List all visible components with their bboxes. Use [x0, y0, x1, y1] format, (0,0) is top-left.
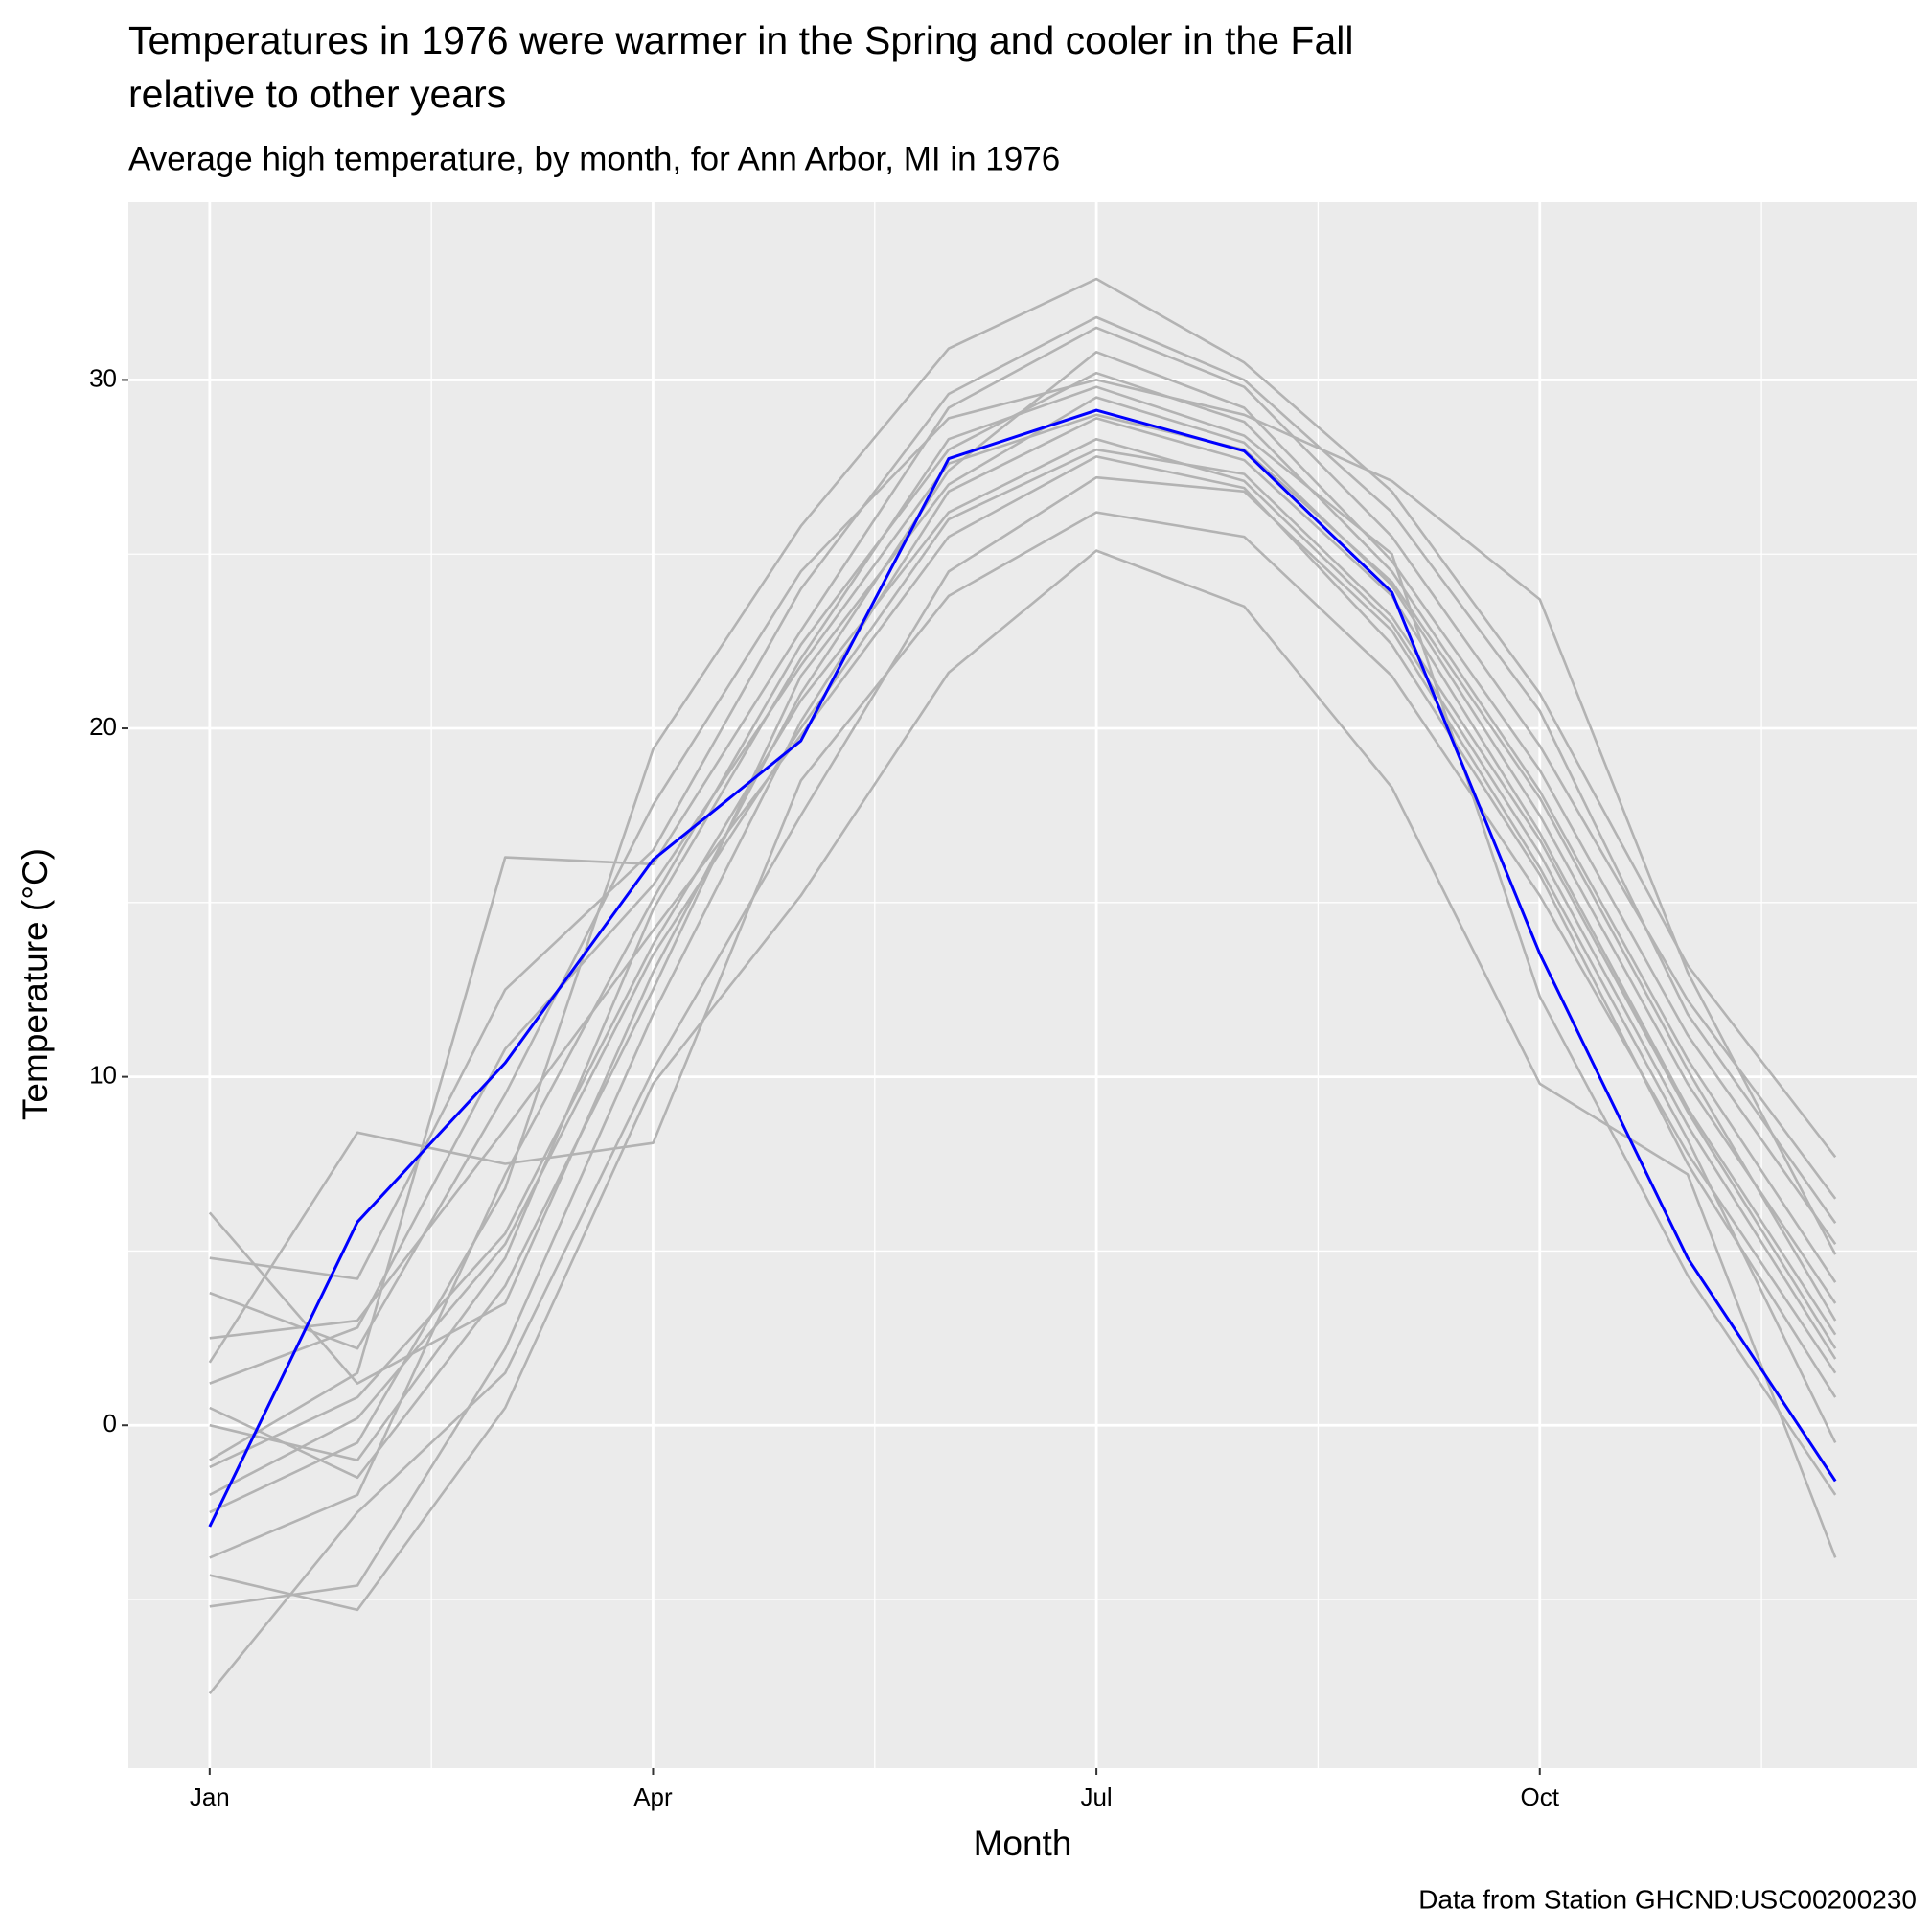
- y-tick-label: 20: [89, 712, 117, 741]
- x-tick-label: Apr: [633, 1782, 673, 1811]
- line: [208, 475, 1837, 1695]
- x-axis-title: Month: [974, 1824, 1072, 1863]
- line: [209, 277, 1837, 1514]
- line: [208, 511, 1837, 1374]
- x-tick-label: Oct: [1521, 1782, 1560, 1811]
- panel: [128, 202, 1917, 1768]
- y-tick-label: 30: [89, 363, 117, 392]
- line: [209, 326, 1837, 1461]
- line: [208, 351, 1837, 1385]
- line: [209, 413, 1837, 1385]
- line: [209, 417, 1837, 1608]
- y-tick-label: 10: [89, 1061, 117, 1090]
- chart-title: Temperatures in 1976 were warmer in the …: [128, 18, 1354, 62]
- line: [209, 455, 1837, 1398]
- y-axis-title: Temperature (°C): [15, 848, 55, 1120]
- line: [209, 437, 1837, 1469]
- line: [208, 408, 1837, 1528]
- chart-title: relative to other years: [128, 72, 506, 116]
- chart-subtitle: Average high temperature, by month, for …: [128, 140, 1060, 177]
- x-tick-label: Jan: [190, 1782, 230, 1811]
- line: [209, 448, 1837, 1497]
- line: [209, 379, 1837, 1350]
- x-tick-label: Jul: [1080, 1782, 1112, 1811]
- caption: Data from Station GHCND:USC00200230: [1418, 1884, 1917, 1914]
- line: [209, 315, 1837, 1280]
- line: [209, 549, 1837, 1612]
- line: [209, 385, 1837, 1496]
- y-tick-label: 0: [104, 1409, 117, 1438]
